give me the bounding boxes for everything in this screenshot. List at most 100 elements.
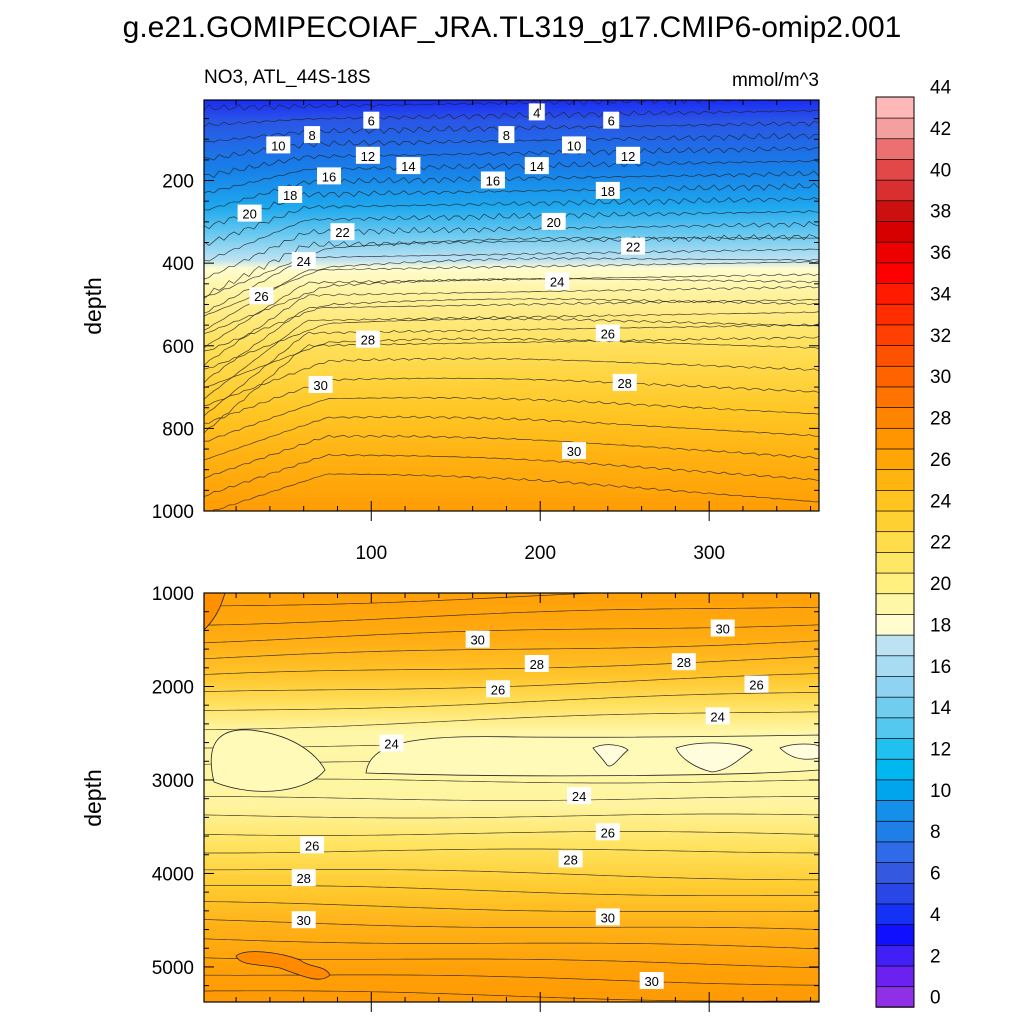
contour-label-box [291,869,316,887]
contour-label-box [705,707,730,725]
closed-contour-24-min [210,729,326,792]
upper-contour-labels: 4 6 6 8 8 10 10 12 12 14 14 16 16 18 18 20 20 22 22 24 24 26 2… [237,103,646,460]
contour-line [211,473,819,511]
contour-label: 30 [710,619,735,637]
colorbar-tick-label: 22 [930,533,951,554]
contour-label-text: 8 [308,128,315,143]
x-tick-label: 200 [524,543,556,564]
y-tick-label: 600 [162,337,194,358]
contour-label-text: 24 [572,789,586,804]
contour-label-box [621,237,646,255]
lower-frame [203,592,820,1003]
contour-line [204,606,819,626]
contour-line [204,170,819,211]
upper-axes: 200 400 600 800 1000 100 200 300 [152,100,819,564]
contour-label: 18 [278,186,303,203]
contour-label: 10 [266,136,291,154]
contour-label-text: 28 [296,871,310,886]
contour-label: 30 [465,630,490,648]
colorbar-tick-label: 26 [930,450,951,471]
colorbar-swatch [875,386,915,408]
colorbar-tick-label: 0 [930,988,941,1009]
contour-label: 30 [562,442,586,460]
contour-line [204,357,819,406]
y-tick-label: 800 [162,419,194,440]
colorbar-swatch [875,634,915,657]
contour-label-text: 10 [567,138,581,153]
colorbar-tick-label: 20 [930,574,951,595]
contour-line [204,277,819,334]
contour-label-box [595,908,620,926]
colorbar-swatch [875,220,915,243]
contour-label: 24 [705,707,730,725]
contour-label: 28 [291,869,316,887]
contour-label-text: 16 [486,174,500,189]
contour-line [204,298,819,352]
contour-label: 6 [363,111,380,129]
contour-label-box [603,111,620,129]
contour-label-text: 14 [530,159,544,174]
contour-label-text: 26 [254,289,268,304]
contour-label: 26 [744,675,769,693]
contour-label-box [330,223,355,241]
contour-label: 12 [616,146,641,164]
contour-line [204,234,819,298]
contour-label-box [562,442,586,460]
colorbar-swatch [875,200,915,222]
contour-label: 26 [486,680,510,698]
contour-label-box [639,972,664,989]
contour-line [204,796,819,801]
colorbar-swatch [875,551,915,574]
contour-line [204,673,819,692]
colorbar-swatch [875,799,915,822]
contour-label-text: 12 [361,149,375,164]
y-tick-label: 200 [162,172,194,193]
contour-label: 28 [355,330,380,348]
colorbar-swatch [875,179,915,202]
contour-label: 12 [355,146,380,164]
colorbar-swatch [875,655,915,677]
contour-label: 8 [304,126,321,144]
units-label: mmol/m^3 [732,70,819,91]
contour-label-box [278,186,303,203]
contour-label-box [300,836,325,854]
contour-line [204,656,819,675]
contour-label-box [671,653,696,671]
contour-line [204,396,819,442]
contour-label: 24 [379,734,404,752]
colorbar-swatch [875,593,915,615]
contour-label-text: 30 [313,378,327,393]
upper-y-axis-label: depth [80,277,106,335]
contour-label-box [616,146,641,164]
contour-label: 10 [562,136,586,154]
contour-label-box [524,157,549,175]
colorbar-swatch [875,365,915,388]
contour-line [204,901,819,912]
contour-label: 30 [595,908,620,926]
colorbar-tick-label: 32 [930,326,951,347]
contour-line [204,285,819,366]
contour-label-box [317,167,341,185]
colorbar-swatch [875,965,915,988]
contour-label: 22 [621,237,646,255]
colorbar-tick-label: 6 [930,864,941,885]
colorbar-swatch [875,717,915,739]
contour-label-box [595,324,620,342]
contour-label-box [524,655,549,672]
contour-label-text: 28 [563,852,577,867]
contour-label: 8 [498,126,515,144]
contour-line [204,593,606,607]
colorbar-swatch [875,468,915,491]
contour-line [204,938,819,950]
colorbar-swatch [875,117,915,140]
y-tick-label: 400 [162,254,194,275]
colorbar-tick-label: 8 [930,822,941,843]
contour-label: 14 [396,157,421,175]
colorbar-swatch [875,303,915,326]
contour-label-box [612,373,637,391]
colorbar-tick-label: 38 [930,202,951,223]
contour-label-box [363,111,380,129]
closed-contour-30-patch [235,951,331,980]
contour-label-box [567,786,592,804]
contour-label-text: 14 [401,159,415,174]
